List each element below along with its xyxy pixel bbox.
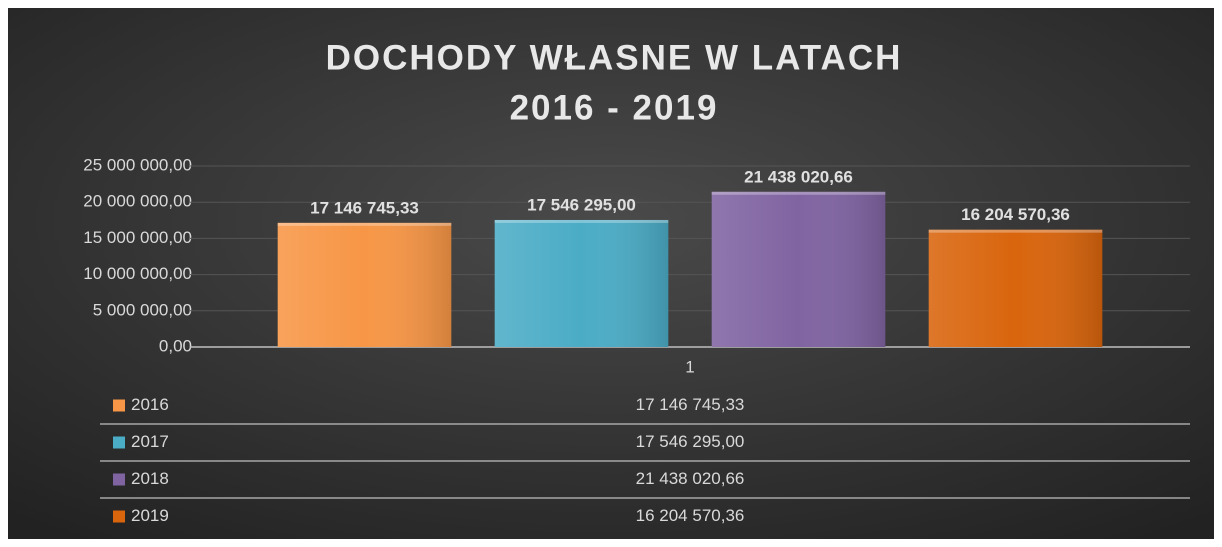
value-label: 17 546 295,00 [527, 195, 636, 214]
legend-swatch [113, 399, 125, 412]
table-value: 21 438 020,66 [636, 469, 745, 488]
y-tick-label: 15 000 000,00 [83, 228, 192, 247]
x-tick-label: 1 [685, 357, 694, 376]
table-value: 17 546 295,00 [636, 432, 745, 451]
bar-shine [494, 219, 669, 347]
bar-shine [277, 222, 452, 347]
value-label: 21 438 020,66 [744, 167, 853, 186]
value-label: 16 204 570,36 [961, 205, 1070, 224]
bar-shine [928, 229, 1103, 347]
value-label: 17 146 745,33 [310, 198, 419, 217]
bar-top [928, 229, 1103, 233]
legend-swatch [113, 473, 125, 486]
bar-top [494, 219, 669, 223]
bar-top [277, 222, 452, 226]
legend-label: 2018 [131, 469, 169, 488]
legend-label: 2019 [131, 506, 169, 525]
y-tick-label: 10 000 000,00 [83, 264, 192, 283]
table-value: 17 146 745,33 [636, 395, 745, 414]
legend-swatch [113, 510, 125, 523]
chart-subtitle: 2016 - 2019 [510, 88, 719, 127]
legend-swatch [113, 436, 125, 449]
legend-label: 2016 [131, 395, 169, 414]
bar-top [711, 191, 886, 195]
legend-label: 2017 [131, 432, 169, 451]
y-tick-label: 0,00 [159, 336, 192, 355]
y-tick-label: 25 000 000,00 [83, 155, 192, 174]
y-tick-label: 20 000 000,00 [83, 192, 192, 211]
table-value: 16 204 570,36 [636, 506, 745, 525]
chart-title: DOCHODY WŁASNE W LATACH [326, 38, 903, 77]
bar-shine [711, 191, 886, 347]
y-tick-label: 5 000 000,00 [93, 300, 192, 319]
